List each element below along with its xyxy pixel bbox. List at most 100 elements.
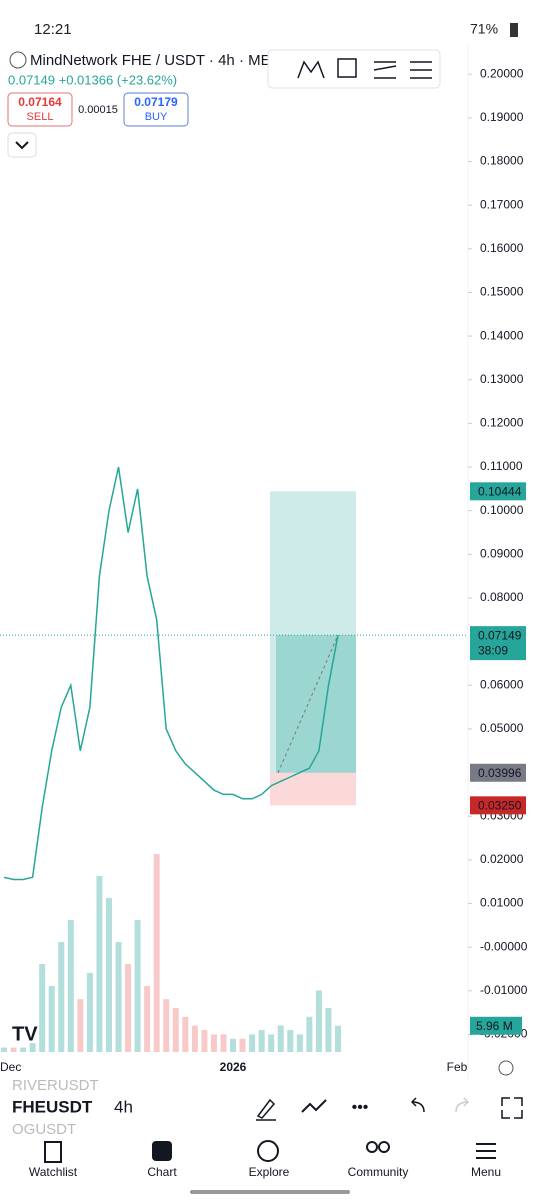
volume-bar [249, 1034, 256, 1052]
y-tick-label: 0.01000 [480, 896, 524, 910]
buy-button[interactable] [123, 92, 189, 127]
volume-label-box [470, 1016, 522, 1035]
y-tick-label: 0.09000 [480, 547, 524, 561]
last-price-label: 0.07149 [478, 628, 522, 642]
volume-bar [39, 964, 46, 1052]
y-tick-label: 0.17000 [480, 197, 524, 211]
battery-icon [510, 23, 518, 37]
x-tick-label: Feb [447, 1060, 468, 1074]
y-tick-label: 0.10000 [480, 503, 524, 517]
volume-bar [325, 1008, 332, 1052]
y-tick-label: 0.15000 [480, 285, 524, 299]
symbol[interactable]: FHEUSDT [12, 1097, 93, 1116]
indicator-icon[interactable] [301, 1099, 327, 1113]
rectangle-tool[interactable] [337, 58, 357, 78]
volume-bar [258, 1030, 265, 1052]
price-change: 0.07149 +0.01366 (+23.62%) [8, 72, 177, 87]
y-tick-label: 0.12000 [480, 416, 524, 430]
undo-icon[interactable] [410, 1097, 425, 1113]
y-tick-label: 0.19000 [480, 110, 524, 124]
volume-bar [77, 999, 84, 1052]
y-tick-label: -0.01000 [480, 983, 528, 997]
more-icon[interactable]: ••• [352, 1099, 369, 1116]
volume-bar [287, 1030, 294, 1052]
nav-item[interactable]: Community [348, 1165, 409, 1179]
target-label: 0.10444 [478, 484, 522, 498]
drawing-toolbar [267, 49, 441, 89]
watchlist-icon [44, 1141, 62, 1163]
volume-bar [67, 920, 74, 1052]
community-icon [378, 1141, 390, 1153]
volume-bar [48, 986, 55, 1052]
chevron [15, 141, 29, 150]
nav-item[interactable]: Watchlist [29, 1165, 78, 1179]
countdown: 38:09 [478, 643, 508, 657]
volume-label: 5.96 M [476, 1019, 513, 1033]
volume-bar [115, 942, 122, 1052]
pattern-tool[interactable] [297, 60, 325, 79]
volume-bar [96, 876, 103, 1052]
volume-bar [144, 986, 151, 1052]
nav-item[interactable]: Explore [249, 1165, 290, 1179]
volume-bar [163, 999, 170, 1052]
y-tick-label: 0.20000 [480, 66, 524, 80]
volume-bar [277, 1025, 284, 1052]
fib-tool[interactable] [373, 61, 397, 79]
community-icon [366, 1141, 378, 1153]
sell-label: SELL [27, 111, 54, 123]
spread: 0.00015 [78, 104, 118, 116]
volume-bar [125, 964, 132, 1052]
y-tick-label: 0.18000 [480, 154, 524, 168]
volume-bar [172, 1008, 179, 1052]
settings-icon[interactable] [498, 1060, 514, 1076]
profit-fill [276, 635, 356, 773]
target-box [470, 482, 526, 501]
last-price-box [470, 626, 526, 661]
x-tick-label: 2026 [220, 1060, 247, 1074]
y-tick-label: 0.16000 [480, 241, 524, 255]
collapse-button[interactable] [7, 132, 37, 158]
volume-bar [182, 1016, 189, 1052]
lines-tool[interactable] [410, 61, 432, 79]
volume-bar [86, 972, 93, 1052]
volume-bar [153, 854, 160, 1052]
redo-icon [455, 1097, 470, 1113]
volume-bar [268, 1034, 275, 1052]
y-tick-label: 0.11000 [480, 459, 523, 473]
nav-item[interactable]: Chart [147, 1165, 177, 1179]
interval[interactable]: 4h [114, 1097, 133, 1116]
sell-button[interactable] [7, 92, 73, 127]
volume-bar [58, 942, 65, 1052]
y-tick-label: -0.00000 [480, 939, 528, 953]
volume-bar [10, 1047, 17, 1052]
y-tick-label: 0.14000 [480, 328, 524, 342]
status-time: 12:21 [34, 21, 72, 38]
symbol-logo [9, 51, 27, 69]
volume-bar [239, 1038, 246, 1052]
chart-icon [152, 1141, 172, 1161]
volume-bar [105, 898, 112, 1052]
volume-bar [134, 920, 141, 1052]
volume-bar [315, 990, 322, 1052]
volume-bar [210, 1034, 217, 1052]
symbol-title[interactable]: MindNetwork FHE / USDT · 4h · ME [30, 52, 271, 69]
volume-bar [29, 1043, 36, 1052]
target-zone [270, 491, 356, 773]
volume-bar [306, 1016, 313, 1052]
draw-icon[interactable] [256, 1098, 276, 1121]
menu-icon [476, 1143, 496, 1159]
prev-symbol: RIVERUSDT [12, 1077, 99, 1094]
next-symbol: OGUSDT [12, 1121, 76, 1138]
nav-item[interactable]: Menu [471, 1165, 501, 1179]
y-tick-label: 0.05000 [480, 721, 524, 735]
position-path [277, 634, 339, 773]
explore-icon [257, 1140, 279, 1162]
volume-bar [20, 1047, 27, 1052]
y-tick-label: 0.13000 [480, 372, 524, 386]
volume-bar [201, 1030, 208, 1052]
fullscreen-icon[interactable] [501, 1097, 523, 1119]
x-tick-label: Dec [0, 1060, 21, 1074]
volume-bar [191, 1025, 198, 1052]
